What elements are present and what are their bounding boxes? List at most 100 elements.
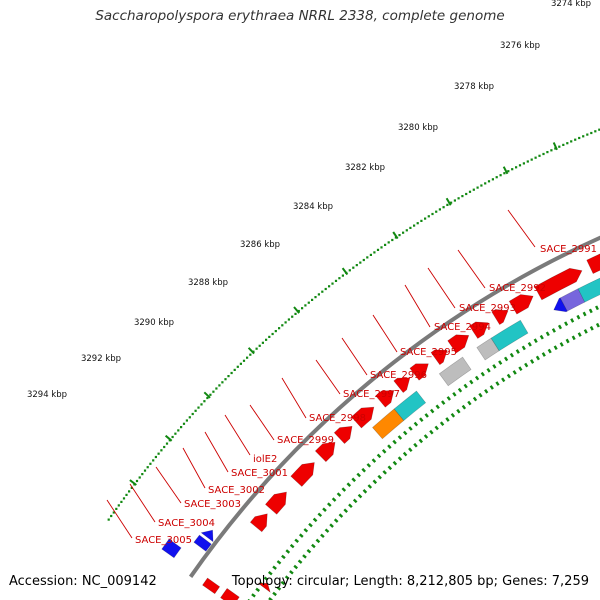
- scale-tick: [402, 231, 405, 234]
- scale-tick: [242, 359, 246, 362]
- forward-gene-arrow[interactable]: [375, 390, 395, 408]
- reverse-gene-arrow[interactable]: [161, 538, 182, 559]
- gene-label[interactable]: SACE_3003: [184, 499, 241, 510]
- scale-tick: [246, 356, 249, 359]
- scale-label: 3290 kbp: [134, 318, 174, 328]
- inner-gene-arrow[interactable]: [438, 356, 472, 387]
- inner-ring-tick: [397, 456, 403, 461]
- scale-tick: [203, 400, 206, 403]
- scale-tick: [177, 429, 180, 432]
- forward-gene-arrow[interactable]: [491, 309, 509, 326]
- gene-label[interactable]: SACE_3002: [208, 485, 265, 496]
- gene-label[interactable]: SACE_3005: [135, 535, 192, 546]
- forward-gene-arrow[interactable]: [469, 321, 489, 339]
- forward-gene-arrow[interactable]: [430, 349, 448, 366]
- gene-label[interactable]: SACE_3001: [231, 468, 288, 479]
- inner-ring-tick: [315, 538, 321, 544]
- gene-label[interactable]: SACE_2997: [343, 389, 400, 400]
- inner-ring-tick: [329, 523, 334, 528]
- scale-tick: [255, 347, 258, 350]
- scale-major-tick: [445, 197, 452, 206]
- scale-tick: [586, 133, 589, 136]
- forward-gene-arrow[interactable]: [586, 253, 600, 274]
- scale-tick: [574, 138, 577, 141]
- scale-tick: [484, 182, 487, 185]
- inner-ring-tick: [512, 370, 517, 375]
- inner-ring-tick: [341, 487, 347, 492]
- scale-tick: [590, 131, 593, 135]
- scale-tick: [188, 416, 191, 419]
- inner-ring-tick: [557, 324, 563, 330]
- scale-major-tick: [129, 479, 137, 486]
- scale-tick: [366, 256, 369, 259]
- inner-ring-tick: [527, 341, 532, 347]
- inner-ring-tick: [255, 587, 261, 592]
- inner-ring-tick: [293, 564, 299, 570]
- gene-label[interactable]: SACE_2993: [459, 303, 516, 314]
- inner-ring-tick: [289, 570, 294, 575]
- gene-label[interactable]: SACE_3004: [158, 518, 215, 529]
- forward-gene-arrow[interactable]: [202, 577, 221, 595]
- scale-tick: [522, 162, 525, 165]
- scale-tick: [115, 507, 118, 510]
- scale-tick: [507, 170, 510, 173]
- forward-gene-arrow[interactable]: [508, 294, 534, 315]
- forward-gene-arrow[interactable]: [393, 377, 411, 394]
- scale-tick: [495, 176, 498, 179]
- forward-gene-arrow[interactable]: [447, 334, 470, 354]
- forward-gene-arrow[interactable]: [249, 513, 268, 533]
- inner-ring-tick: [333, 518, 339, 523]
- inner-ring-tick: [521, 345, 526, 351]
- scale-tick: [424, 217, 427, 220]
- inner-ring-tick: [357, 493, 363, 499]
- scale-ruler: 3274 kbp 3276 kbp 3278 kbp 3280 kbp 3282 kbp…: [27, 0, 600, 600]
- inner-gene-arrow[interactable]: [220, 587, 240, 600]
- scale-tick: [191, 412, 194, 416]
- forward-gene-arrow[interactable]: [333, 425, 353, 445]
- inner-gene-arrow[interactable]: [490, 319, 529, 352]
- inner-ring-tick: [535, 355, 540, 361]
- scale-tick: [518, 164, 522, 167]
- inner-ring-tick: [366, 463, 372, 468]
- scale-tick: [227, 375, 230, 378]
- inner-ring-tick: [445, 417, 450, 422]
- inner-ring-tick: [551, 328, 556, 333]
- scale-tick: [110, 514, 113, 518]
- inner-gene-arrow[interactable]: [393, 390, 427, 421]
- forward-gene-arrow[interactable]: [264, 491, 287, 515]
- gene-label[interactable]: SACE_2999: [277, 435, 334, 446]
- gene-label[interactable]: SACE_2991: [540, 244, 597, 255]
- gene-label[interactable]: SACE_2992: [489, 283, 546, 294]
- inner-ring-tick: [441, 400, 446, 405]
- gene-label[interactable]: SACE_2994: [434, 322, 491, 333]
- scale-tick: [558, 145, 561, 148]
- inner-ring-tick: [367, 484, 373, 489]
- inner-ring-tick: [308, 522, 313, 528]
- inner-ring-tick: [272, 565, 277, 570]
- inner-ring-tick: [336, 492, 342, 497]
- gene-label[interactable]: iolE2: [253, 454, 277, 465]
- forward-gene-arrow[interactable]: [350, 406, 375, 429]
- forward-gene-arrow[interactable]: [290, 462, 315, 487]
- forward-gene-arrow[interactable]: [534, 267, 583, 301]
- scale-tick: [291, 315, 294, 318]
- forward-gene-arrow[interactable]: [314, 441, 336, 463]
- gene-label[interactable]: SACE_2996: [370, 370, 427, 381]
- gene-label[interactable]: SACE_2998: [309, 413, 366, 424]
- scale-label: 3278 kbp: [454, 82, 494, 92]
- gene-label[interactable]: SACE_2995: [400, 347, 457, 358]
- reverse-gene-arrow[interactable]: [200, 529, 214, 543]
- scale-tick: [157, 452, 160, 455]
- scale-tick: [578, 136, 581, 140]
- inner-ring-tick: [530, 359, 535, 364]
- inner-ring-tick: [524, 362, 529, 368]
- inner-gene-arrow[interactable]: [577, 268, 600, 303]
- forward-gene-arrow[interactable]: [257, 582, 271, 593]
- reverse-gene-arrow[interactable]: [193, 534, 212, 552]
- inner-ring-tick: [324, 528, 330, 533]
- gene-label-leader: [224, 414, 251, 456]
- inner-ring-tick: [343, 508, 348, 513]
- inner-ring-tick: [299, 533, 304, 538]
- genome-title: Saccharopolyspora erythraea NRRL 2338, c…: [95, 8, 505, 24]
- forward-gene-arrow[interactable]: [409, 363, 429, 381]
